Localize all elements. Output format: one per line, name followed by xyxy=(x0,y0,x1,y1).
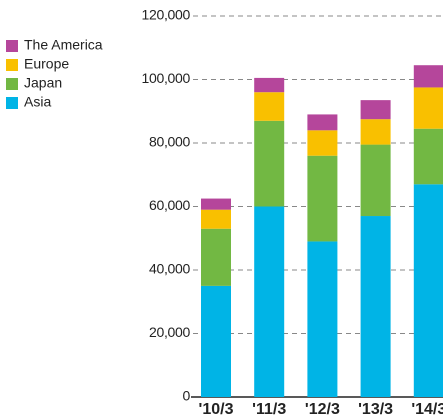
legend-label: Japan xyxy=(24,75,62,91)
bar-segment xyxy=(413,184,443,397)
x-tick-label: '11/3 xyxy=(252,401,286,418)
y-tick-label: 120,000 xyxy=(141,7,190,23)
legend-label: The America xyxy=(24,37,103,53)
bar-segment xyxy=(201,209,231,229)
y-tick-label: 20,000 xyxy=(149,324,191,340)
bar-segment xyxy=(307,130,338,156)
bar-segment xyxy=(413,65,443,88)
bar-segment xyxy=(201,285,231,397)
bar-segment xyxy=(254,77,285,93)
x-tick-label: '14/3 xyxy=(411,401,443,418)
bar-segment xyxy=(360,216,391,397)
legend-label: Asia xyxy=(24,94,51,110)
bar-segment xyxy=(254,92,285,121)
bar-segment xyxy=(254,206,285,397)
x-tick-label: '12/3 xyxy=(305,401,340,418)
bar-segment xyxy=(201,198,231,210)
bar-segment xyxy=(254,120,285,207)
bar-segment xyxy=(360,119,391,145)
y-tick-label: 0 xyxy=(183,388,191,404)
bar-segment xyxy=(307,241,338,397)
bar-segment xyxy=(201,228,231,286)
bar-segment xyxy=(360,144,391,217)
legend-swatch xyxy=(6,97,18,109)
bar-segment xyxy=(413,87,443,129)
y-tick-label: 60,000 xyxy=(149,197,191,213)
legend-swatch xyxy=(6,78,18,90)
legend-swatch xyxy=(6,59,18,71)
legend-swatch xyxy=(6,40,18,52)
x-tick-label: '10/3 xyxy=(199,401,234,418)
bar-segment xyxy=(307,114,338,131)
bar-segment xyxy=(307,155,338,242)
legend-label: Europe xyxy=(24,56,69,72)
bar-segment xyxy=(413,128,443,185)
bar-segment xyxy=(360,100,391,120)
y-tick-label: 100,000 xyxy=(141,70,190,86)
y-tick-label: 40,000 xyxy=(149,261,191,277)
y-tick-label: 80,000 xyxy=(149,134,191,150)
x-tick-label: '13/3 xyxy=(358,401,393,418)
